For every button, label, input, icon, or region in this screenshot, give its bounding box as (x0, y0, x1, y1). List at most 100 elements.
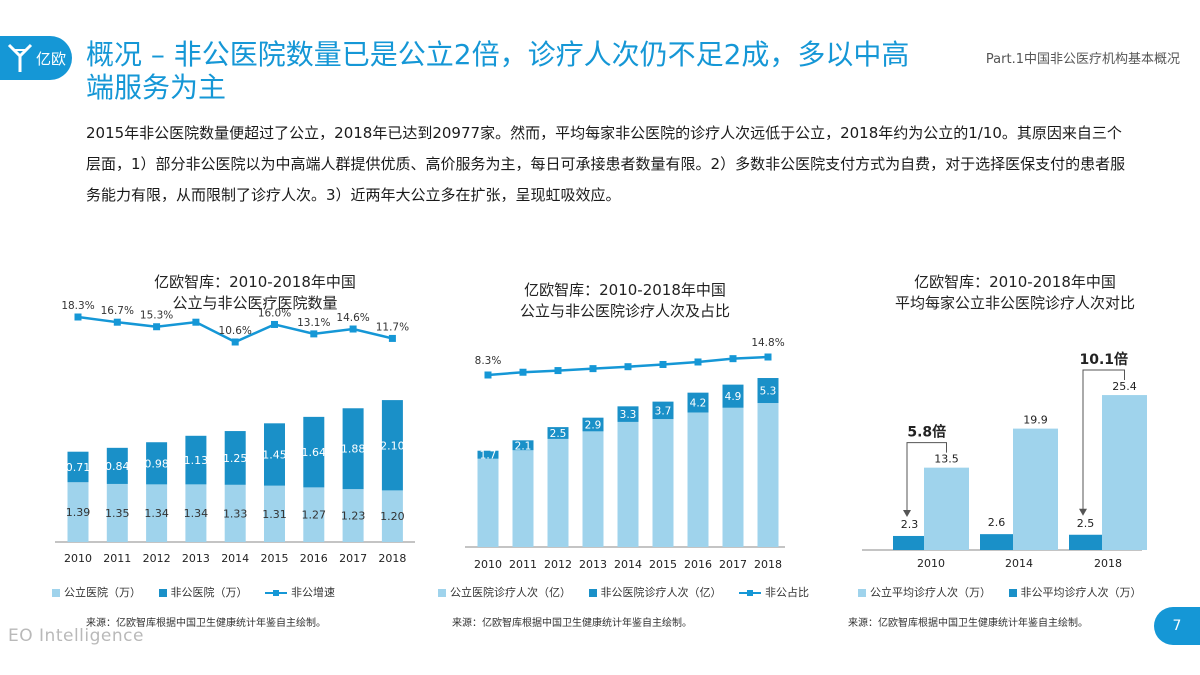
legend-swatch-public-avg (858, 589, 866, 597)
description-text: 2015年非公医院数量便超过了公立，2018年已达到20977家。然而，平均每家… (86, 124, 1126, 204)
legend-swatch-growth (265, 589, 287, 597)
growth-label: 14.6% (336, 312, 369, 324)
bar-private-visits (547, 427, 569, 439)
legend-swatch-private (158, 589, 167, 597)
share-point (729, 355, 737, 363)
chart2-title: 亿欧智库：2010-2018年中国 公立与非公医院诊疗人次及占比 (490, 280, 760, 322)
footer-brand: EO Intelligence (8, 626, 144, 646)
tick-label: 2014 (614, 558, 642, 571)
logo-text: 亿欧 (36, 50, 67, 68)
bar-private (342, 408, 364, 490)
label-private-visits: 2.5 (550, 428, 567, 440)
bar-private-visits (652, 401, 674, 420)
legend-label-share: 非公占比 (765, 586, 809, 599)
label-private: 0.84 (105, 460, 130, 473)
legend-swatch-private-avg (1008, 589, 1017, 597)
label-private: 0.98 (144, 457, 169, 470)
legend-item-share: 非公占比 (739, 584, 809, 600)
label-public: 1.34 (184, 507, 209, 520)
bar-public-visits (477, 458, 499, 547)
tick-label: 2014 (1005, 557, 1033, 570)
growth-point (74, 313, 82, 321)
label-public: 1.20 (380, 510, 405, 523)
bar-public-avg (1102, 395, 1147, 550)
bar-public-visits (617, 421, 639, 547)
label-public: 1.27 (302, 509, 327, 522)
bar-private-visits (617, 406, 639, 422)
label-public: 1.34 (144, 507, 169, 520)
bar-public (185, 484, 207, 542)
share-point (694, 358, 702, 366)
share-point (659, 360, 667, 368)
bar-private-visits (757, 378, 779, 404)
share-point (624, 363, 632, 371)
tick-label: 2016 (300, 552, 328, 565)
page-number: 7 (1154, 607, 1200, 645)
chart1-source: 来源：亿欧智库根据中国卫生健康统计年鉴自主绘制。 (86, 618, 326, 629)
label-private-visits: 3.3 (620, 409, 637, 421)
label-private-visits: 4.2 (690, 398, 707, 410)
bar-public-visits (757, 403, 779, 547)
label-private-avg: 2.5 (1077, 517, 1095, 530)
tick-label: 2011 (509, 558, 537, 571)
bar-private (381, 400, 403, 491)
tick-label: 2014 (221, 552, 249, 565)
growth-label: 13.1% (297, 317, 330, 329)
label-private-visits: 2.1 (515, 440, 532, 452)
share-point (764, 353, 772, 361)
share-label: 8.3% (475, 355, 502, 367)
bar-private (67, 451, 89, 483)
growth-point (388, 334, 396, 342)
growth-point (113, 318, 121, 326)
tick-label: 2013 (579, 558, 607, 571)
bar-public-visits (722, 407, 744, 547)
bar-public (224, 484, 246, 542)
tick-label: 2017 (719, 558, 747, 571)
chart2-source: 来源：亿欧智库根据中国卫生健康统计年鉴自主绘制。 (452, 618, 692, 629)
label-private-avg: 2.6 (988, 516, 1006, 529)
chart3-legend: 公立平均诊疗人次（万） 非公平均诊疗人次（万） (858, 584, 1156, 600)
chart3-title: 亿欧智库：2010-2018年中国 平均每家公立非公医院诊疗人次对比 (860, 272, 1170, 314)
label-public: 1.23 (341, 510, 366, 523)
legend-swatch-public (52, 589, 60, 597)
growth-point (192, 318, 200, 326)
growth-label: 15.3% (140, 310, 173, 322)
legend-item-growth: 非公增速 (265, 584, 335, 600)
tick-label: 2018 (1094, 557, 1122, 570)
growth-label: 16.0% (258, 307, 291, 319)
legend-label-public: 公立医院（万） (64, 586, 141, 599)
label-public-avg: 13.5 (934, 453, 959, 466)
bar-private-visits (477, 450, 499, 459)
share-point (554, 367, 562, 375)
growth-point (231, 338, 239, 346)
bar-private (224, 431, 246, 485)
growth-label: 10.6% (219, 325, 252, 337)
bar-public (67, 482, 89, 542)
legend-swatch-private-visits (588, 589, 597, 597)
bar-public (303, 487, 325, 542)
legend-swatch-public-visits (438, 589, 446, 597)
chart-title-line: 亿欧智库：2010-2018年中国 (524, 281, 726, 299)
tick-label: 2018 (754, 558, 782, 571)
bar-private-visits (582, 417, 604, 432)
bar-public (342, 489, 364, 542)
legend-label-growth: 非公增速 (291, 586, 335, 599)
label-private: 1.64 (302, 446, 327, 459)
chart1-legend: 公立医院（万） 非公医院（万） 非公增速 (52, 584, 349, 600)
tick-label: 2010 (474, 558, 502, 571)
share-label: 14.8% (751, 337, 784, 349)
growth-label: 18.3% (61, 300, 94, 312)
ratio-bracket (906, 442, 947, 512)
growth-point (349, 325, 357, 333)
bar-private (146, 442, 168, 485)
legend-label-public-visits: 公立医院诊疗人次（亿） (450, 586, 571, 599)
legend-label-private-visits: 非公医院诊疗人次（亿） (600, 586, 722, 599)
chart1-title: 亿欧智库：2010-2018年中国 公立与非公医疗医院数量 (130, 272, 380, 314)
legend-item-private-avg: 非公平均诊疗人次（万） (1008, 584, 1142, 600)
bar-public-visits (582, 431, 604, 547)
growth-label: 11.7% (376, 321, 409, 333)
label-public: 1.31 (262, 508, 287, 521)
bar-public-visits (512, 450, 534, 547)
label-private: 1.45 (262, 448, 287, 461)
